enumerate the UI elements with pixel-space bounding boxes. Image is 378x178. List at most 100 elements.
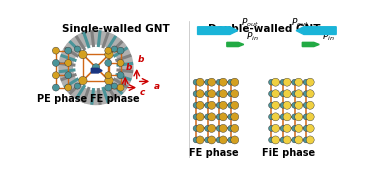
Circle shape bbox=[208, 101, 215, 109]
Text: a: a bbox=[154, 82, 160, 91]
Circle shape bbox=[105, 76, 113, 85]
Circle shape bbox=[228, 102, 234, 108]
Circle shape bbox=[292, 125, 297, 131]
Circle shape bbox=[292, 91, 297, 97]
Circle shape bbox=[79, 76, 87, 85]
Circle shape bbox=[208, 124, 215, 132]
Text: FE phase: FE phase bbox=[189, 148, 238, 158]
Circle shape bbox=[193, 114, 199, 120]
Circle shape bbox=[231, 136, 239, 144]
Circle shape bbox=[306, 136, 314, 144]
Circle shape bbox=[216, 91, 222, 97]
Circle shape bbox=[271, 101, 280, 109]
Circle shape bbox=[117, 47, 124, 54]
Circle shape bbox=[204, 114, 211, 120]
Circle shape bbox=[204, 137, 211, 143]
Circle shape bbox=[196, 124, 204, 132]
Text: $P_{out}$: $P_{out}$ bbox=[241, 17, 259, 29]
Circle shape bbox=[268, 102, 274, 108]
Circle shape bbox=[292, 114, 297, 120]
Circle shape bbox=[268, 91, 274, 97]
Circle shape bbox=[306, 78, 314, 86]
Circle shape bbox=[65, 47, 72, 54]
Circle shape bbox=[231, 90, 239, 98]
Circle shape bbox=[280, 79, 286, 85]
Circle shape bbox=[59, 31, 133, 104]
Circle shape bbox=[204, 91, 211, 97]
FancyArrow shape bbox=[91, 68, 102, 73]
Circle shape bbox=[292, 102, 297, 108]
Circle shape bbox=[208, 113, 215, 121]
Circle shape bbox=[193, 91, 199, 97]
Circle shape bbox=[231, 78, 239, 86]
Circle shape bbox=[283, 78, 291, 86]
Circle shape bbox=[117, 72, 124, 79]
Circle shape bbox=[303, 102, 309, 108]
Circle shape bbox=[231, 113, 239, 121]
Circle shape bbox=[219, 124, 227, 132]
Text: c: c bbox=[140, 88, 145, 97]
Circle shape bbox=[53, 59, 59, 66]
Circle shape bbox=[193, 102, 199, 108]
Circle shape bbox=[294, 124, 303, 132]
Circle shape bbox=[268, 114, 274, 120]
Circle shape bbox=[283, 101, 291, 109]
Text: FE phase: FE phase bbox=[90, 94, 139, 104]
Circle shape bbox=[280, 125, 286, 131]
Circle shape bbox=[294, 90, 303, 98]
Circle shape bbox=[105, 47, 112, 54]
Circle shape bbox=[219, 136, 227, 144]
Circle shape bbox=[283, 124, 291, 132]
Text: $P_{in}$: $P_{in}$ bbox=[322, 30, 334, 43]
Circle shape bbox=[306, 101, 314, 109]
Circle shape bbox=[105, 72, 112, 79]
Text: $P_{in}$: $P_{in}$ bbox=[246, 30, 259, 43]
Circle shape bbox=[306, 113, 314, 121]
Circle shape bbox=[280, 137, 286, 143]
Circle shape bbox=[92, 64, 100, 71]
Circle shape bbox=[219, 90, 227, 98]
Circle shape bbox=[231, 124, 239, 132]
Circle shape bbox=[204, 102, 211, 108]
Circle shape bbox=[219, 78, 227, 86]
Circle shape bbox=[219, 113, 227, 121]
Circle shape bbox=[204, 125, 211, 131]
Circle shape bbox=[105, 50, 113, 59]
Circle shape bbox=[216, 79, 222, 85]
Circle shape bbox=[216, 114, 222, 120]
Text: PE phase: PE phase bbox=[37, 94, 87, 104]
Circle shape bbox=[196, 101, 204, 109]
Circle shape bbox=[280, 102, 286, 108]
Circle shape bbox=[228, 114, 234, 120]
Circle shape bbox=[228, 125, 234, 131]
Circle shape bbox=[74, 46, 81, 52]
Text: b: b bbox=[126, 63, 132, 72]
Circle shape bbox=[74, 83, 81, 89]
Text: b: b bbox=[138, 56, 144, 64]
Circle shape bbox=[74, 45, 118, 90]
Circle shape bbox=[117, 84, 124, 91]
Circle shape bbox=[53, 84, 59, 91]
Circle shape bbox=[228, 79, 234, 85]
Circle shape bbox=[294, 136, 303, 144]
FancyArrow shape bbox=[302, 42, 319, 47]
Circle shape bbox=[294, 113, 303, 121]
Circle shape bbox=[216, 125, 222, 131]
Circle shape bbox=[294, 78, 303, 86]
Circle shape bbox=[283, 90, 291, 98]
Circle shape bbox=[303, 137, 309, 143]
Circle shape bbox=[306, 90, 314, 98]
Text: FiE phase: FiE phase bbox=[262, 148, 315, 158]
Circle shape bbox=[303, 79, 309, 85]
FancyArrow shape bbox=[198, 27, 238, 35]
Circle shape bbox=[271, 78, 280, 86]
Circle shape bbox=[53, 72, 59, 79]
Circle shape bbox=[193, 137, 199, 143]
Circle shape bbox=[196, 113, 204, 121]
Circle shape bbox=[303, 125, 309, 131]
Circle shape bbox=[105, 59, 112, 66]
FancyArrow shape bbox=[227, 42, 244, 47]
Circle shape bbox=[280, 114, 286, 120]
Circle shape bbox=[208, 136, 215, 144]
Circle shape bbox=[196, 90, 204, 98]
